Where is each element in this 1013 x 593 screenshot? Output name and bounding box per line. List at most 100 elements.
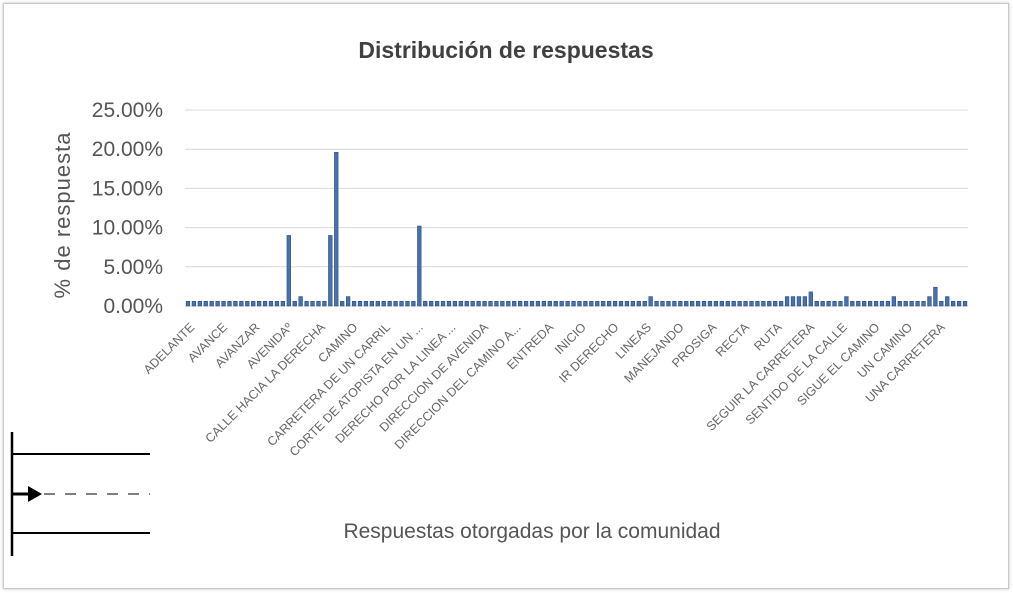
bar <box>701 300 707 307</box>
bar <box>345 296 351 307</box>
y-tick-label: 25.00% <box>92 99 163 122</box>
bars <box>185 152 968 307</box>
bar <box>962 300 968 307</box>
bar <box>832 300 837 307</box>
bar <box>340 300 345 307</box>
x-tick-label: ADELANTE <box>141 320 198 377</box>
bar <box>251 300 256 307</box>
bar <box>351 300 357 307</box>
bar <box>381 300 386 307</box>
y-axis-ticks: 25.00% 20.00% 15.00% 10.00% 5.00% 0.00% <box>92 99 163 318</box>
arrow-head-icon <box>28 486 42 502</box>
bar <box>606 300 612 307</box>
bar <box>417 225 422 307</box>
chart-title: Distribución de respuestas <box>358 37 653 63</box>
bar <box>541 300 547 307</box>
bar <box>476 300 481 307</box>
bar <box>636 300 641 307</box>
bar <box>749 300 754 307</box>
bar <box>512 300 517 307</box>
bar <box>363 300 369 307</box>
bar <box>684 300 689 307</box>
bar <box>755 300 760 307</box>
bar <box>470 300 475 307</box>
bar <box>897 300 902 307</box>
bar <box>802 296 808 307</box>
bar <box>268 300 274 307</box>
bar <box>612 300 618 307</box>
bar <box>672 300 677 307</box>
bar <box>523 300 529 307</box>
bar <box>660 300 665 307</box>
bar <box>494 300 499 307</box>
bar <box>518 300 523 307</box>
bar <box>375 300 380 307</box>
bar <box>185 300 191 307</box>
bar <box>262 300 268 307</box>
bar <box>286 235 291 307</box>
bar <box>434 300 440 307</box>
bar <box>405 300 410 307</box>
bar <box>399 300 404 307</box>
bar <box>577 300 582 307</box>
y-tick-label: 10.00% <box>92 217 163 240</box>
bar <box>328 235 333 307</box>
bar <box>731 300 736 307</box>
x-tick-label: RECTA <box>713 320 753 360</box>
y-tick-label: 15.00% <box>92 177 163 200</box>
bar <box>891 296 896 307</box>
bar <box>316 300 321 307</box>
bar <box>773 300 778 307</box>
bar <box>814 300 819 307</box>
bar <box>393 300 398 307</box>
bar <box>506 300 511 307</box>
bar <box>464 300 469 307</box>
bar <box>933 286 938 307</box>
bar <box>838 300 843 307</box>
bar <box>642 300 647 307</box>
bar <box>197 300 202 307</box>
bar <box>227 300 232 307</box>
bar <box>654 300 659 307</box>
bar <box>618 300 624 307</box>
bar <box>690 300 695 307</box>
bar <box>707 300 713 307</box>
bar <box>411 300 416 307</box>
bar <box>719 300 724 307</box>
bar <box>547 300 552 307</box>
bar <box>257 300 262 307</box>
bar <box>630 300 635 307</box>
bar <box>387 300 392 307</box>
gridlines <box>185 109 968 307</box>
bar <box>856 300 861 307</box>
y-tick-label: 0.00% <box>103 295 163 318</box>
bar <box>951 300 956 307</box>
bar <box>956 300 962 307</box>
y-tick-label: 5.00% <box>103 256 163 279</box>
bar <box>310 300 315 307</box>
bar <box>245 300 250 307</box>
bar <box>559 300 564 307</box>
bar <box>648 296 653 307</box>
bar <box>826 300 831 307</box>
bar <box>808 291 813 307</box>
bar <box>221 300 226 307</box>
bar <box>885 300 891 307</box>
bar <box>867 300 873 307</box>
bar <box>529 300 535 307</box>
x-axis-label: Respuestas otorgadas por la comunidad <box>343 520 720 543</box>
bar <box>879 300 885 307</box>
bar <box>565 300 570 307</box>
bar <box>927 296 932 307</box>
bar <box>429 300 434 307</box>
bar <box>304 300 309 307</box>
bar <box>583 300 588 307</box>
bar <box>553 300 558 307</box>
bar <box>743 300 748 307</box>
bar <box>624 300 630 307</box>
bar <box>209 300 214 307</box>
bar <box>446 300 452 307</box>
y-tick-label: 20.00% <box>92 138 163 161</box>
chart-frame <box>3 3 1009 589</box>
